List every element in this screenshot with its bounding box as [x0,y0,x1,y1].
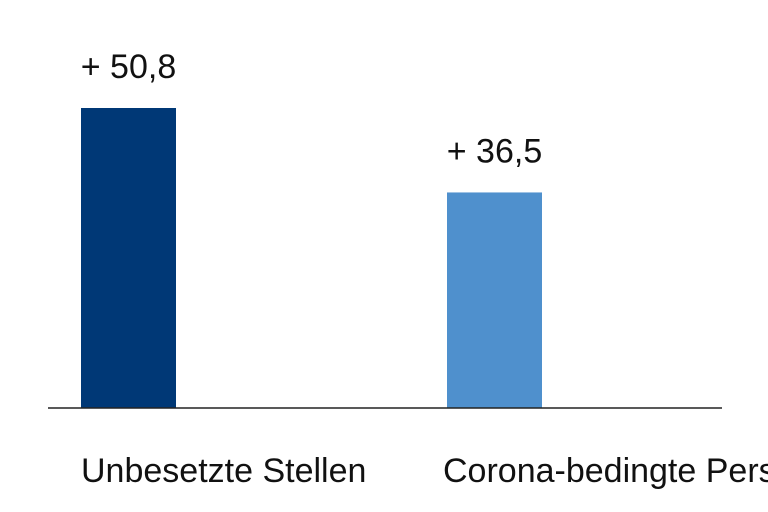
bar-2 [447,192,542,408]
value-labels-group: + 50,8 + 36,5 [81,48,542,170]
bars-group [81,108,542,408]
category-label-2: Corona-bedingte Personalausfälle [443,452,768,490]
category-label-1: Unbesetzte Stellen [81,452,366,490]
bar-1 [81,108,176,408]
value-label-1: + 50,8 [81,48,176,86]
value-label-2: + 36,5 [447,132,542,170]
category-labels-group: Unbesetzte Stellen Corona-bedingte Person… [81,452,768,490]
